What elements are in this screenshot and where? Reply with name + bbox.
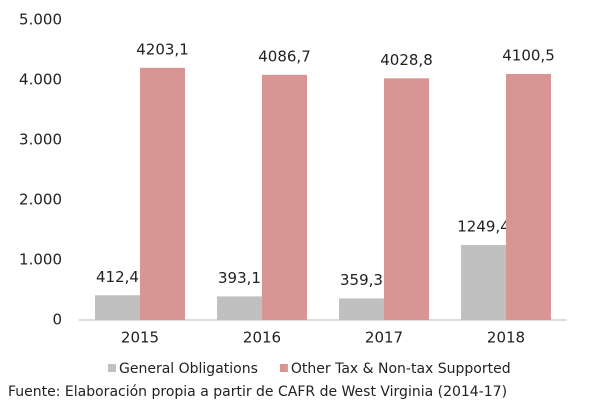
x-tick-label: 2017	[365, 329, 403, 347]
source-note: Fuente: Elaboración propia a partir de C…	[8, 384, 507, 400]
value-label: 412,4	[96, 268, 139, 286]
bar	[95, 295, 140, 320]
x-tick-label: 2015	[121, 329, 159, 347]
bar	[217, 296, 262, 320]
value-label: 4203,1	[136, 40, 189, 58]
legend-swatch	[279, 364, 288, 372]
y-tick-label: 3.000	[19, 131, 62, 149]
x-tick-label: 2016	[243, 329, 281, 347]
value-label: 1249,4	[457, 218, 510, 236]
bar	[339, 298, 384, 320]
bar	[262, 74, 307, 320]
y-tick-label: 0	[52, 311, 62, 329]
value-label: 359,3	[340, 271, 383, 289]
value-label: 4086,7	[258, 47, 311, 65]
bar	[384, 78, 429, 320]
bar	[461, 245, 506, 320]
y-tick-label: 2.000	[19, 191, 62, 209]
y-tick-label: 5.000	[19, 11, 62, 29]
value-label: 4028,8	[380, 51, 433, 69]
legend-label: Other Tax & Non-tax Supported	[291, 361, 511, 377]
x-tick-label: 2018	[487, 329, 525, 347]
bar	[506, 73, 551, 320]
y-tick-label: 4.000	[19, 71, 62, 89]
value-label: 393,1	[218, 269, 261, 287]
legend-label: General Obligations	[119, 361, 258, 377]
value-label: 4100,5	[502, 46, 555, 64]
legend-swatch	[108, 364, 116, 372]
bar	[140, 67, 185, 321]
y-tick-label: 1.000	[19, 251, 62, 269]
